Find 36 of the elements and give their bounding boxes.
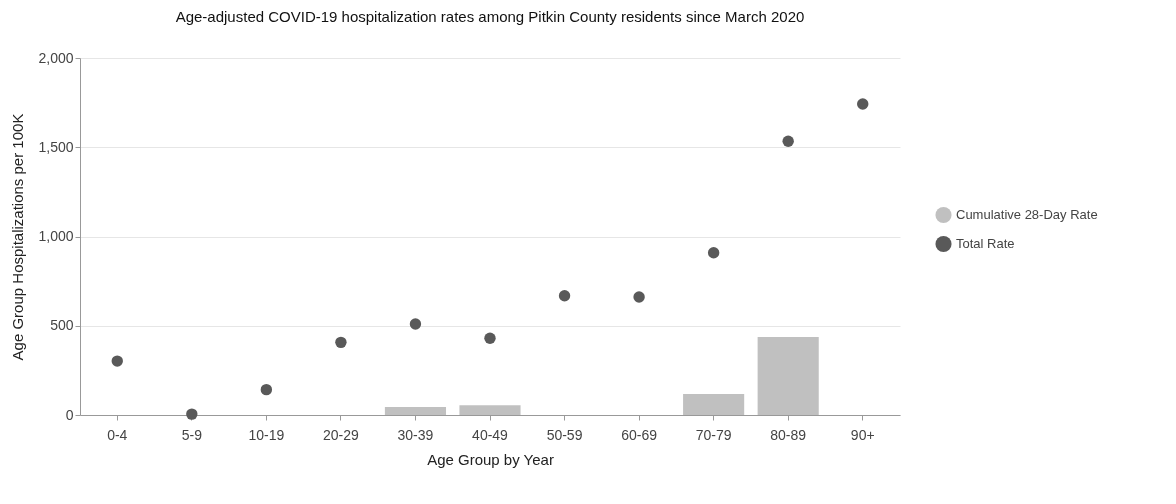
point xyxy=(633,291,645,303)
point xyxy=(111,355,123,367)
point xyxy=(782,135,794,147)
bar xyxy=(757,337,819,415)
x-tick-label: 50-59 xyxy=(546,426,583,443)
legend-label: Cumulative 28-Day Rate xyxy=(956,207,1098,222)
legend-label: Total Rate xyxy=(956,236,1015,251)
y-tick-label: 0 xyxy=(65,406,74,423)
point xyxy=(186,408,198,420)
bar xyxy=(459,405,521,415)
y-tick-label: 500 xyxy=(50,317,74,334)
x-tick-label: 80-89 xyxy=(770,426,807,443)
point xyxy=(558,290,571,302)
x-tick-label: 30-39 xyxy=(397,426,434,443)
bar xyxy=(384,406,447,415)
x-tick-label: 90+ xyxy=(850,426,875,443)
x-tick-label: 5-9 xyxy=(181,426,203,443)
point xyxy=(484,332,496,344)
y-axis-title: Age Group Hospitalizations per 100K xyxy=(9,113,27,361)
x-tick-label: 20-29 xyxy=(323,426,360,443)
x-tick-label: 10-19 xyxy=(248,426,285,443)
x-tick-label: 60-69 xyxy=(621,426,658,443)
point xyxy=(409,318,422,330)
x-tick-label: 70-79 xyxy=(695,426,732,443)
x-tick-label: 40-49 xyxy=(472,426,509,443)
x-axis-title: Age Group by Year xyxy=(427,450,554,468)
bar xyxy=(683,393,745,415)
point xyxy=(707,247,720,259)
y-tick-label: 1,500 xyxy=(38,138,74,155)
chart-title: Age-adjusted COVID-19 hospitalization rates among Pitkin County residents since March 2020 xyxy=(175,8,805,25)
x-tick-label: 0-4 xyxy=(107,426,128,443)
y-tick-label: 2,000 xyxy=(38,49,74,66)
point xyxy=(260,383,273,396)
point xyxy=(857,98,869,110)
y-tick-label: 1,000 xyxy=(38,228,74,244)
point xyxy=(335,336,347,349)
